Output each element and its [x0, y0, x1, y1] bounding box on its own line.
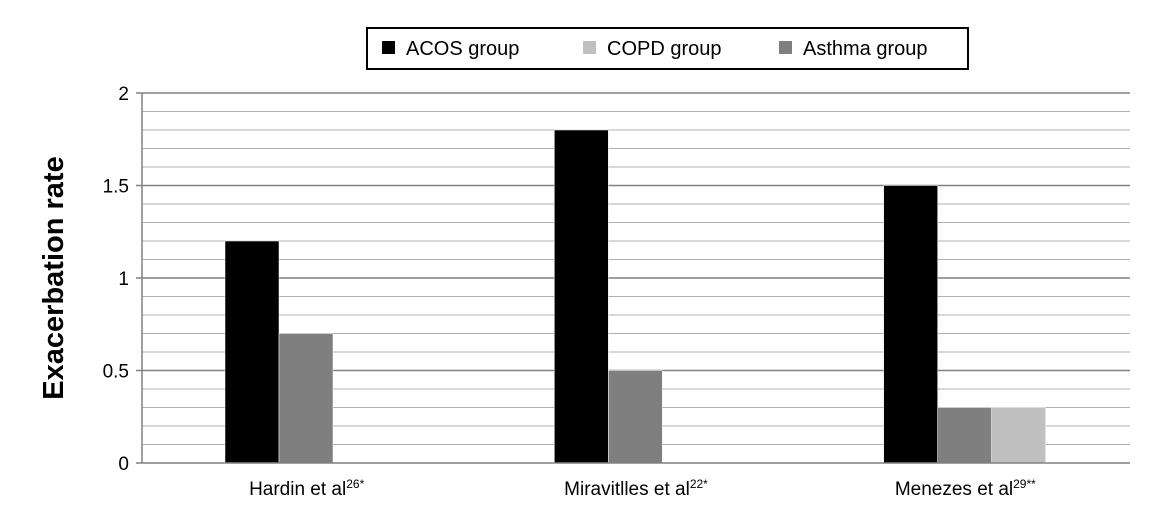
legend-swatch-acos-group [382, 41, 395, 54]
bars [224, 129, 1046, 464]
bar-asthma-group-3 [937, 407, 992, 464]
y-tick-label: 1 [118, 269, 129, 290]
y-tick-label: 1.5 [103, 177, 129, 198]
bar-asthma-group-1 [278, 333, 334, 464]
legend: ACOS group COPD group Asthma group [366, 27, 969, 70]
legend-label: COPD group [607, 38, 722, 60]
y-tick-label: 0.5 [103, 362, 129, 383]
x-tick-labels: Hardin et al26* Miravitlles et al22* Menez… [249, 477, 1036, 500]
legend-label: Asthma group [803, 38, 928, 60]
bar-copd-group-3 [991, 407, 1046, 464]
y-tick-label: 0 [118, 454, 129, 475]
y-tick-label: 2 [118, 84, 129, 105]
y-tick-labels: 0 0.5 1 1.5 2 [103, 84, 142, 475]
bar-acos-group-3 [883, 185, 938, 464]
legend-swatch-asthma-group [779, 41, 792, 54]
x-tick-label: Hardin et al26* [249, 477, 365, 500]
x-tick-label: Menezes et al29** [895, 477, 1036, 500]
x-tick-label: Miravitlles et al22* [564, 477, 708, 500]
legend-box [366, 27, 969, 70]
legend-label: ACOS group [406, 38, 519, 60]
bar-acos-group-1 [224, 240, 280, 464]
bar-acos-group-2 [554, 129, 609, 464]
legend-swatch-copd-group [583, 41, 596, 54]
bar-asthma-group-2 [608, 370, 663, 464]
y-axis-label: Exacerbation rate [38, 156, 70, 399]
